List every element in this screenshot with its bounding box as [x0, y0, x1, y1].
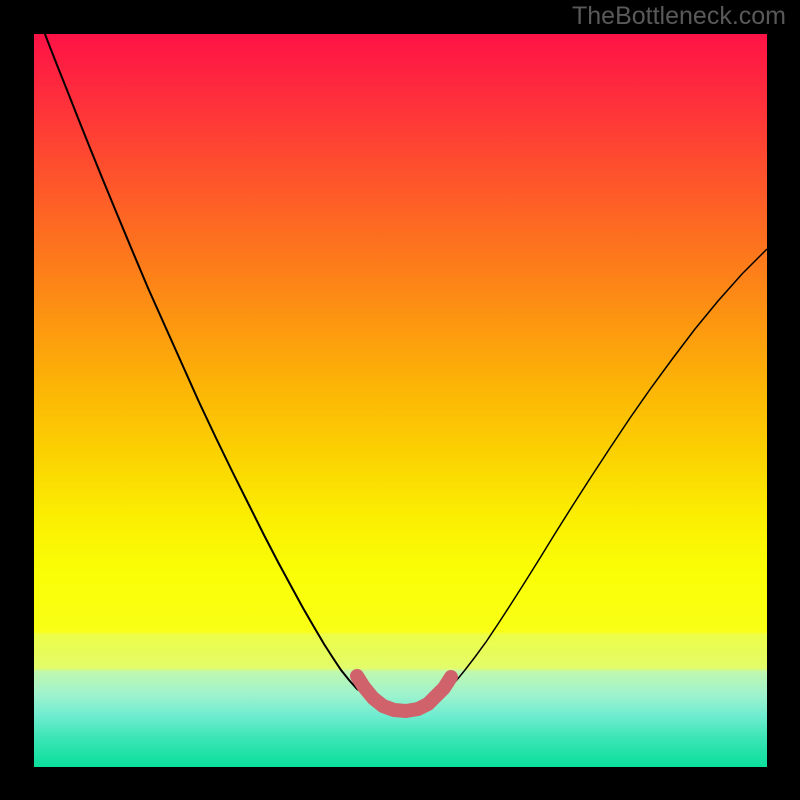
- watermark-label: TheBottleneck.com: [572, 2, 786, 31]
- chart-stage: TheBottleneck.com: [0, 0, 800, 800]
- plot-background: [34, 34, 767, 767]
- bottleneck-chart: [0, 0, 800, 800]
